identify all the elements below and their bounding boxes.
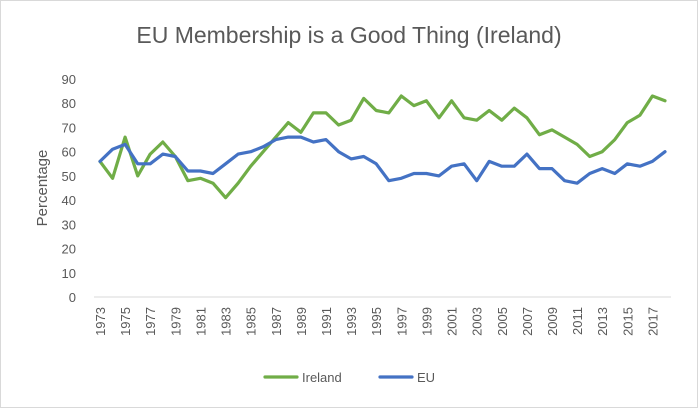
- x-tick-label: 2017: [645, 307, 660, 336]
- x-tick-label: 1989: [294, 307, 309, 336]
- x-tick-label: 1999: [419, 307, 434, 336]
- x-tick-label: 1979: [168, 307, 183, 336]
- x-tick-label: 2001: [445, 307, 460, 336]
- y-tick-label: 30: [62, 217, 76, 232]
- series-line-ireland: [98, 94, 667, 200]
- y-tick-label: 20: [62, 242, 76, 257]
- series-line-eu: [98, 135, 667, 185]
- y-tick-label: 90: [62, 72, 76, 87]
- x-tick-label: 1973: [93, 307, 108, 336]
- y-tick-label: 40: [62, 193, 76, 208]
- y-tick-label: 10: [62, 266, 76, 281]
- x-tick-label: 2005: [495, 307, 510, 336]
- x-tick-label: 1991: [319, 307, 334, 336]
- x-tick-label: 1993: [344, 307, 359, 336]
- x-tick-label: 1981: [193, 307, 208, 336]
- legend-label-eu: EU: [417, 370, 435, 385]
- x-tick-label: 2011: [570, 307, 585, 335]
- x-tick-label: 2013: [595, 307, 610, 336]
- y-tick-label: 50: [62, 169, 76, 184]
- y-tick-label: 0: [69, 290, 76, 305]
- x-tick-label: 2009: [545, 307, 560, 336]
- x-tick-label: 2007: [520, 307, 535, 336]
- chart-title: EU Membership is a Good Thing (Ireland): [136, 22, 562, 48]
- x-tick-label: 1987: [269, 307, 284, 336]
- x-tick-label: 2015: [620, 307, 635, 336]
- x-tick-label: 1975: [118, 307, 133, 336]
- x-tick-label: 1983: [219, 307, 234, 336]
- y-tick-label: 60: [62, 145, 76, 160]
- x-tick-label: 1977: [143, 307, 158, 336]
- x-tick-label: 1997: [394, 307, 409, 336]
- x-tick-label: 1995: [369, 307, 384, 336]
- x-tick-label: 2003: [470, 307, 485, 336]
- x-tick-label: 1985: [244, 307, 259, 336]
- legend-label-ireland: Ireland: [302, 370, 342, 385]
- y-tick-label: 70: [62, 120, 76, 135]
- y-axis-label: Percentage: [34, 150, 51, 227]
- y-tick-label: 80: [62, 96, 76, 111]
